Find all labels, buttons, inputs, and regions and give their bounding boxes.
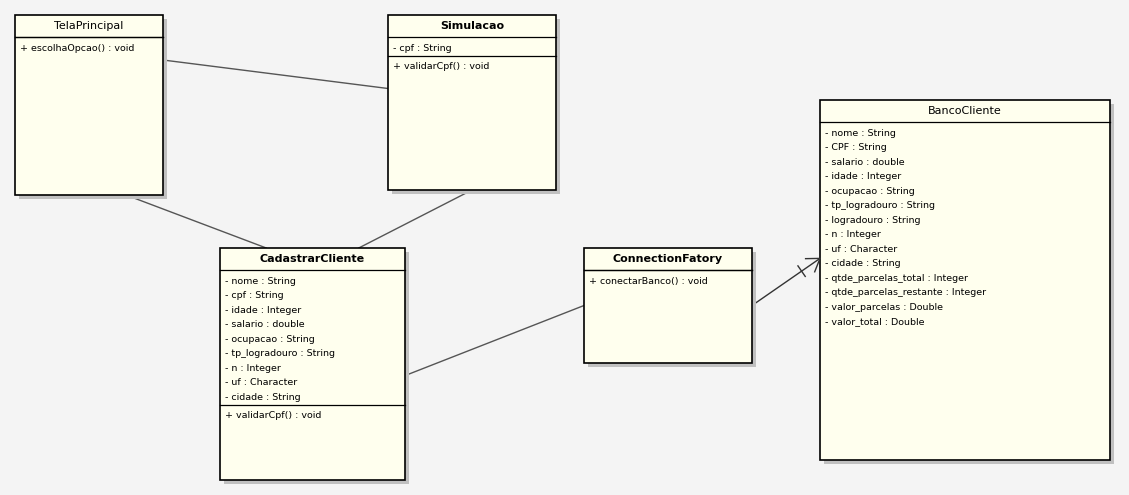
Text: - n : Integer: - n : Integer bbox=[225, 364, 281, 373]
Text: - valor_total : Double: - valor_total : Double bbox=[825, 317, 925, 326]
Text: CadastrarCliente: CadastrarCliente bbox=[260, 254, 365, 264]
Text: + escolhaOpcao() : void: + escolhaOpcao() : void bbox=[20, 44, 134, 53]
Text: - cidade : String: - cidade : String bbox=[825, 259, 901, 268]
Text: - ocupacao : String: - ocupacao : String bbox=[825, 187, 914, 196]
Text: - cpf : String: - cpf : String bbox=[225, 291, 283, 300]
Bar bbox=[820, 100, 1110, 460]
Text: - n : Integer: - n : Integer bbox=[825, 230, 881, 239]
Text: - nome : String: - nome : String bbox=[825, 129, 896, 138]
Text: - qtde_parcelas_total : Integer: - qtde_parcelas_total : Integer bbox=[825, 274, 968, 283]
Text: + validarCpf() : void: + validarCpf() : void bbox=[393, 62, 489, 71]
Text: - tp_logradouro : String: - tp_logradouro : String bbox=[825, 201, 935, 210]
Bar bbox=[220, 248, 405, 480]
Text: BancoCliente: BancoCliente bbox=[928, 106, 1001, 116]
Bar bbox=[19, 19, 167, 199]
Bar bbox=[388, 15, 555, 190]
Text: - uf : Character: - uf : Character bbox=[225, 378, 297, 387]
Text: TelaPrincipal: TelaPrincipal bbox=[54, 21, 124, 31]
Text: ConnectionFatory: ConnectionFatory bbox=[613, 254, 723, 264]
Bar bbox=[224, 252, 409, 484]
Text: Simulacao: Simulacao bbox=[440, 21, 504, 31]
Text: - salario : double: - salario : double bbox=[825, 158, 904, 167]
Text: - valor_parcelas : Double: - valor_parcelas : Double bbox=[825, 303, 943, 312]
Text: - uf : Character: - uf : Character bbox=[825, 245, 898, 254]
Text: - nome : String: - nome : String bbox=[225, 277, 296, 286]
Text: - CPF : String: - CPF : String bbox=[825, 143, 886, 152]
Text: - cidade : String: - cidade : String bbox=[225, 393, 300, 402]
Text: - idade : Integer: - idade : Integer bbox=[225, 306, 301, 315]
Text: - cpf : String: - cpf : String bbox=[393, 44, 452, 53]
Bar bbox=[15, 15, 163, 195]
Text: + validarCpf() : void: + validarCpf() : void bbox=[225, 411, 322, 420]
Bar bbox=[824, 104, 1114, 464]
Bar bbox=[392, 19, 560, 194]
Bar bbox=[588, 252, 756, 367]
Bar bbox=[584, 248, 752, 363]
Text: - salario : double: - salario : double bbox=[225, 320, 305, 329]
Text: - idade : Integer: - idade : Integer bbox=[825, 172, 901, 181]
Text: - logradouro : String: - logradouro : String bbox=[825, 216, 920, 225]
Text: + conectarBanco() : void: + conectarBanco() : void bbox=[589, 277, 708, 286]
Text: - ocupacao : String: - ocupacao : String bbox=[225, 335, 315, 344]
Text: - qtde_parcelas_restante : Integer: - qtde_parcelas_restante : Integer bbox=[825, 288, 986, 297]
Text: - tp_logradouro : String: - tp_logradouro : String bbox=[225, 349, 335, 358]
